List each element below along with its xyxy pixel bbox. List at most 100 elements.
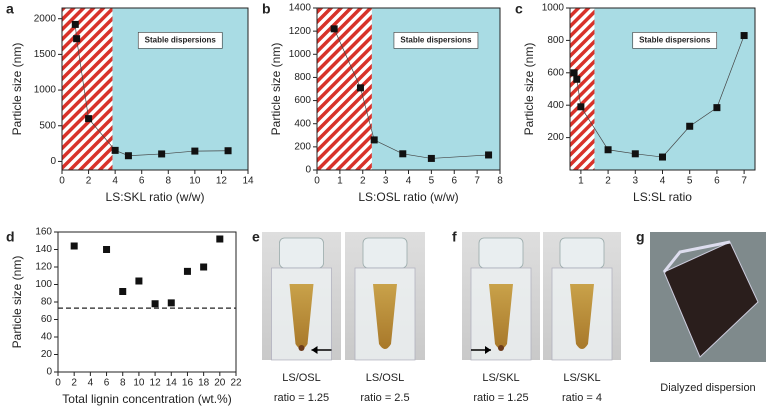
y-tick-label: 800	[294, 72, 311, 83]
y-tick-label: 2000	[34, 13, 57, 24]
x-tick-label: 4	[406, 176, 412, 187]
y-tick-label: 120	[35, 262, 52, 273]
jar-neck	[662, 240, 731, 273]
x-tick-label: 4	[660, 176, 666, 187]
y-tick-label: 1000	[34, 85, 57, 96]
y-tick-label: 60	[41, 314, 53, 325]
data-point	[659, 153, 666, 161]
data-point	[740, 32, 748, 40]
x-tick-label: 10	[189, 176, 201, 187]
x-tick-label: 2	[86, 176, 92, 187]
x-axis-label: LS:SL ratio	[633, 190, 692, 204]
data-point	[73, 35, 81, 43]
y-tick-label: 40	[41, 332, 53, 343]
data-point	[686, 122, 694, 130]
x-tick-label: 3	[383, 176, 389, 187]
jar	[663, 241, 759, 358]
panel-letter: b	[262, 1, 271, 17]
x-tick-label: 2	[605, 176, 611, 187]
sediment	[498, 345, 504, 351]
x-tick-label: 8	[497, 176, 503, 187]
y-axis-label: Particle size (nm)	[522, 43, 536, 136]
x-tick-label: 0	[55, 378, 61, 389]
photo-caption: LS/OSL	[366, 372, 405, 384]
plot-frame	[57, 231, 237, 373]
y-tick-label: 0	[50, 156, 56, 167]
y-tick-label: 1500	[34, 49, 57, 60]
x-tick-label: 10	[133, 378, 145, 389]
x-tick-label: 16	[182, 378, 194, 389]
annotation: Stable dispersions	[639, 36, 711, 45]
data-point	[119, 288, 127, 295]
data-point	[224, 147, 232, 155]
data-line	[74, 24, 229, 157]
y-axis-label: Particle size (nm)	[10, 256, 24, 349]
y-tick-label: 400	[294, 118, 311, 129]
x-tick-label: 5	[687, 176, 693, 187]
x-tick-label: 4	[112, 176, 118, 187]
x-axis-label: LS:OSL ratio (w/w)	[358, 190, 458, 204]
vial-cap	[362, 237, 408, 269]
data-point	[151, 300, 159, 308]
panel-letter: g	[636, 229, 645, 245]
x-tick-label: 8	[120, 378, 126, 389]
vial-liquid	[570, 284, 594, 349]
data-point	[135, 277, 143, 285]
photo-caption: LS/SKL	[482, 372, 519, 384]
vial-cap	[478, 237, 524, 269]
y-tick-label: 1000	[542, 3, 565, 14]
y-tick-label: 500	[39, 120, 56, 131]
x-tick-label: 12	[150, 378, 162, 389]
data-point	[103, 246, 111, 253]
x-axis-label: LS:SKL ratio (w/w)	[106, 190, 205, 204]
plot-frame	[61, 7, 249, 171]
vial-liquid	[489, 284, 513, 349]
annotation-box	[393, 32, 479, 49]
shaded-region	[570, 8, 595, 170]
x-tick-label: 12	[216, 176, 228, 187]
arrow-head	[311, 346, 318, 354]
y-tick-label: 800	[547, 35, 564, 46]
x-tick-label: 3	[633, 176, 639, 187]
y-tick-label: 400	[547, 100, 564, 111]
photo-caption: ratio = 2.5	[360, 392, 409, 404]
data-point	[200, 263, 208, 271]
panel-letter: e	[252, 229, 260, 245]
x-tick-label: 6	[451, 176, 457, 187]
vial-liquid	[373, 284, 397, 349]
data-point	[71, 20, 79, 28]
annotation: Stable dispersions	[145, 36, 217, 45]
panel-letter: c	[515, 1, 523, 17]
y-tick-label: 200	[294, 141, 311, 152]
x-tick-label: 6	[104, 378, 110, 389]
y-tick-label: 0	[46, 367, 52, 378]
data-point	[111, 146, 119, 154]
vial-liquid	[289, 284, 314, 349]
panel-letter: a	[6, 1, 14, 17]
y-tick-label: 160	[35, 227, 52, 238]
data-point	[573, 75, 581, 83]
x-tick-label: 0	[314, 176, 320, 187]
data-point	[370, 136, 378, 144]
data-point	[85, 115, 93, 123]
x-tick-label: 2	[71, 378, 77, 389]
x-tick-label: 1	[578, 176, 584, 187]
x-tick-label: 6	[139, 176, 145, 187]
annotation: Stable dispersions	[400, 36, 472, 45]
data-point	[399, 150, 407, 158]
sediment	[298, 345, 305, 351]
data-point	[216, 235, 224, 243]
x-tick-label: 1	[337, 176, 343, 187]
x-tick-label: 7	[474, 176, 480, 187]
x-tick-label: 5	[429, 176, 435, 187]
data-point	[570, 69, 578, 77]
data-line	[333, 28, 489, 159]
photo-caption: LS/OSL	[282, 372, 321, 384]
photo-caption: ratio = 4	[562, 392, 602, 404]
arrow-head	[485, 346, 491, 354]
data-point	[167, 299, 175, 307]
y-tick-label: 1400	[289, 3, 312, 14]
plot-frame	[569, 7, 756, 171]
y-tick-label: 80	[41, 297, 53, 308]
